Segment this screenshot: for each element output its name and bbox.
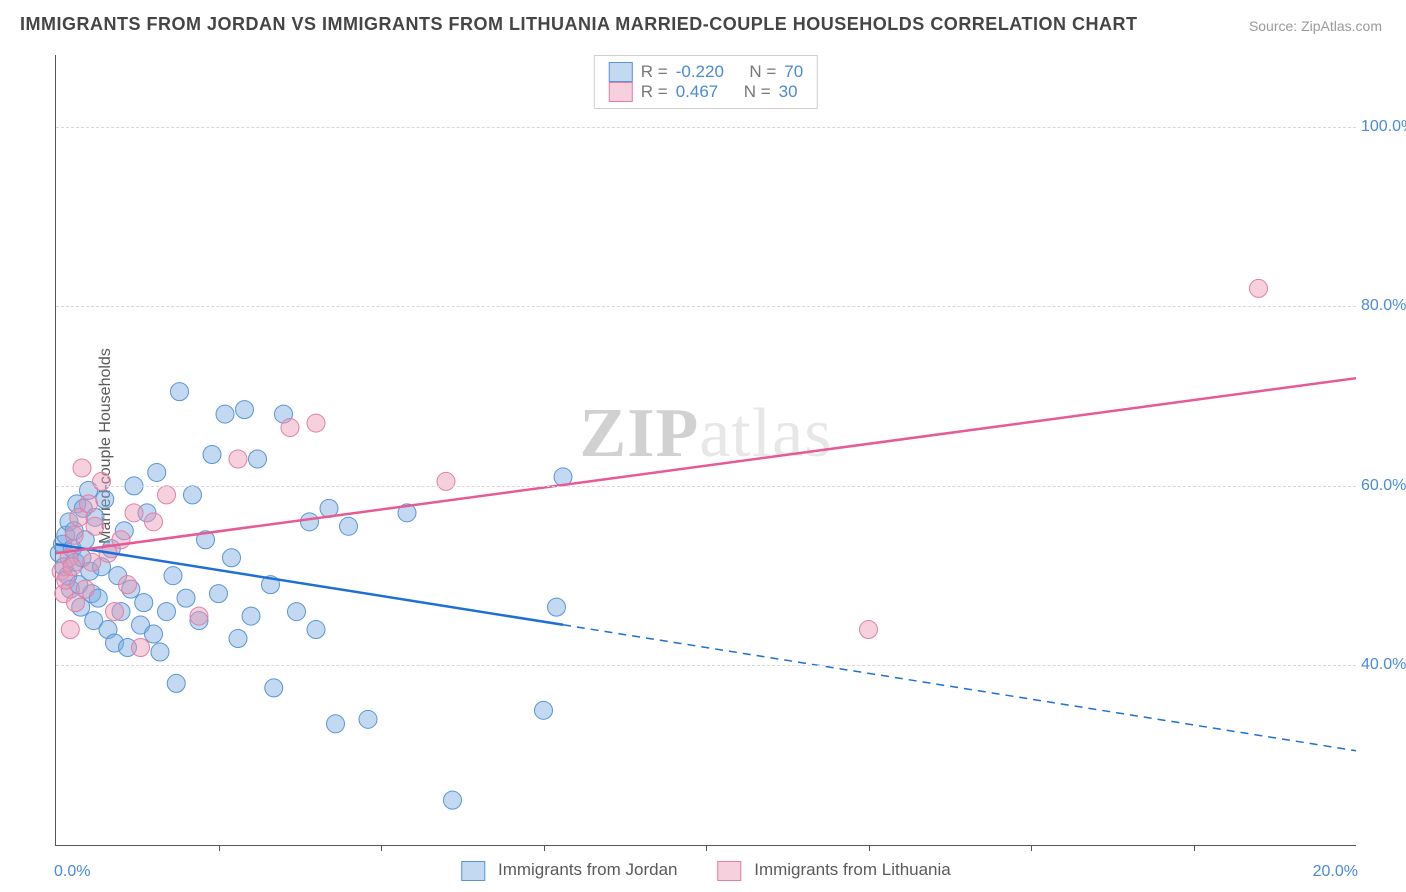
grid-line (56, 665, 1356, 666)
data-point (307, 414, 325, 432)
data-point (236, 401, 254, 419)
r-value-lithuania: 0.467 (676, 82, 719, 102)
data-point (73, 459, 91, 477)
data-point (93, 472, 111, 490)
grid-line (56, 486, 1356, 487)
x-tick (869, 845, 870, 851)
data-point (132, 639, 150, 657)
r-label: R = (641, 82, 668, 102)
legend-swatch-jordan (461, 861, 485, 881)
data-point (171, 383, 189, 401)
x-tick (544, 845, 545, 851)
data-point (83, 553, 101, 571)
n-value-jordan: 70 (784, 62, 803, 82)
legend-row-lithuania: R = 0.467 N = 30 (609, 82, 803, 102)
data-point (281, 419, 299, 437)
data-point (548, 598, 566, 616)
legend-label-lithuania: Immigrants from Lithuania (754, 860, 951, 879)
y-tick-label: 60.0% (1361, 477, 1406, 495)
data-point (203, 445, 221, 463)
x-tick-label: 20.0% (1313, 863, 1358, 881)
data-point (96, 490, 114, 508)
data-point (249, 450, 267, 468)
data-point (145, 513, 163, 531)
data-point (535, 701, 553, 719)
data-point (63, 558, 81, 576)
legend-row-jordan: R = -0.220 N = 70 (609, 62, 803, 82)
data-point (86, 517, 104, 535)
data-point (307, 621, 325, 639)
data-point (242, 607, 260, 625)
data-point (229, 630, 247, 648)
grid-line (56, 306, 1356, 307)
data-point (444, 791, 462, 809)
data-point (135, 594, 153, 612)
data-point (288, 603, 306, 621)
r-label: R = (641, 62, 668, 82)
data-point (190, 607, 208, 625)
y-tick-label: 100.0% (1361, 118, 1406, 136)
data-point (177, 589, 195, 607)
data-point (76, 580, 94, 598)
data-point (359, 710, 377, 728)
x-tick (706, 845, 707, 851)
legend-swatch-jordan (609, 62, 633, 82)
data-point (106, 603, 124, 621)
y-tick-label: 80.0% (1361, 297, 1406, 315)
plot-area: ZIPatlas R = -0.220 N = 70 R = 0.467 N =… (55, 55, 1356, 846)
n-label: N = (744, 82, 771, 102)
data-point (158, 603, 176, 621)
data-point (148, 463, 166, 481)
legend-label-jordan: Immigrants from Jordan (498, 860, 678, 879)
y-tick-label: 40.0% (1361, 656, 1406, 674)
n-label: N = (749, 62, 776, 82)
legend-swatch-lithuania (717, 861, 741, 881)
grid-line (56, 127, 1356, 128)
data-point (340, 517, 358, 535)
regression-line-extrapolated (563, 625, 1356, 751)
data-point (125, 504, 143, 522)
data-point (860, 621, 878, 639)
n-value-lithuania: 30 (779, 82, 798, 102)
data-point (80, 495, 98, 513)
data-point (437, 472, 455, 490)
data-point (151, 643, 169, 661)
legend-item-jordan: Immigrants from Jordan (461, 860, 677, 881)
x-tick (381, 845, 382, 851)
chart-title: IMMIGRANTS FROM JORDAN VS IMMIGRANTS FRO… (20, 14, 1137, 35)
legend-series: Immigrants from Jordan Immigrants from L… (461, 860, 951, 881)
x-tick (1194, 845, 1195, 851)
legend-swatch-lithuania (609, 82, 633, 102)
data-point (158, 486, 176, 504)
source-label: Source: ZipAtlas.com (1249, 18, 1382, 34)
legend-correlation: R = -0.220 N = 70 R = 0.467 N = 30 (594, 55, 818, 109)
data-point (1250, 279, 1268, 297)
x-tick-label: 0.0% (54, 863, 90, 881)
data-point (223, 549, 241, 567)
plot-svg (56, 55, 1356, 845)
data-point (229, 450, 247, 468)
data-point (327, 715, 345, 733)
x-tick (219, 845, 220, 851)
data-point (119, 576, 137, 594)
data-point (145, 625, 163, 643)
data-point (210, 585, 228, 603)
legend-item-lithuania: Immigrants from Lithuania (717, 860, 950, 881)
data-point (301, 513, 319, 531)
data-point (265, 679, 283, 697)
data-point (216, 405, 234, 423)
data-point (167, 674, 185, 692)
x-tick (1031, 845, 1032, 851)
data-point (65, 526, 83, 544)
r-value-jordan: -0.220 (676, 62, 724, 82)
data-point (184, 486, 202, 504)
data-point (61, 621, 79, 639)
data-point (164, 567, 182, 585)
